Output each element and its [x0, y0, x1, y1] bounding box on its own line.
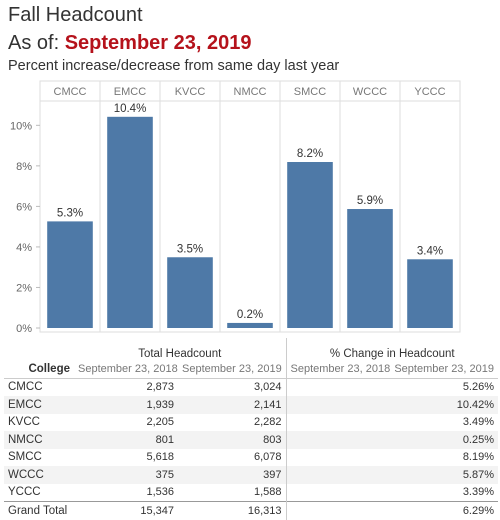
page-subtitle: Percent increase/decrease from same day …	[8, 58, 340, 74]
col-header-total-2018[interactable]: September 23, 2018	[74, 360, 178, 379]
category-header-smcc: SMCC	[294, 86, 326, 98]
data-label-kvcc: 3.5%	[177, 243, 203, 255]
y-tick-label: 10%	[10, 120, 32, 132]
as-of-label: As of:	[8, 32, 65, 54]
bar-emcc[interactable]	[107, 116, 153, 328]
pct-2019-cell: 0.25%	[390, 431, 499, 449]
bar-yccc[interactable]	[407, 259, 453, 328]
total-2018-cell: 801	[74, 431, 178, 449]
table-row: NMCC 801 803 0.25%	[4, 431, 499, 449]
table-row: SMCC 5,618 6,078 8.19%	[4, 448, 498, 467]
total-2018-cell: 375	[74, 466, 178, 484]
pct-2018-cell	[286, 414, 390, 432]
college-cell: EMCC	[4, 396, 74, 414]
table-row: CMCC 2,873 3,024 5.26%	[4, 378, 498, 396]
y-tick-label: 4%	[16, 242, 32, 254]
pct-2018-cell	[286, 396, 390, 414]
category-header-nmcc: NMCC	[234, 86, 267, 98]
total-2019: 16,313	[178, 501, 287, 520]
bar-kvcc[interactable]	[167, 257, 213, 328]
college-cell: YCCC	[8, 486, 41, 499]
total-pct-2018	[286, 501, 390, 520]
as-of-line: As of: September 23, 2019	[8, 32, 251, 55]
table-row: EMCC 1,939 2,141 10.42%	[4, 396, 499, 414]
college-cell: KVCC	[8, 416, 40, 429]
total-2018-cell: 1,939	[74, 396, 178, 414]
col-header-pct-2019[interactable]: September 23, 2019	[390, 360, 499, 379]
total-2019-cell: 803	[178, 431, 287, 449]
category-header-wccc: WCCC	[353, 86, 387, 98]
total-2019-cell: 1,588	[178, 483, 287, 502]
pct-2018-cell	[286, 431, 390, 449]
college-cell: CMCC	[8, 381, 43, 394]
college-cell: SMCC	[8, 451, 42, 464]
data-label-smcc: 8.2%	[297, 148, 323, 160]
total-2018-cell: 2,205	[146, 416, 174, 429]
bar-cmcc[interactable]	[47, 221, 93, 328]
total-pct-2019: 6.29%	[390, 501, 499, 520]
total-2019-cell: 2,141	[178, 396, 287, 414]
y-tick-label: 8%	[16, 161, 32, 173]
y-tick-label: 2%	[16, 282, 32, 294]
pct-2019-cell: 8.19%	[462, 451, 495, 464]
table-column-header: College September 23, 2018 September 23,…	[4, 360, 499, 379]
pct-2018-cell	[286, 484, 390, 502]
pct-2018-cell	[286, 378, 390, 396]
data-labels: 5.3% 10.4% 3.5% 0.2% 8.2% 5.9% 3.4%	[57, 103, 443, 321]
table-row: KVCC 2,205 2,282 3.49%	[4, 413, 498, 432]
college-cell: NMCC	[4, 431, 74, 449]
pct-2019-cell: 3.49%	[462, 416, 495, 429]
pct-2019-cell: 10.42%	[390, 396, 499, 414]
data-label-yccc: 3.4%	[417, 245, 443, 257]
pct-2018-cell	[286, 466, 390, 484]
data-label-emcc: 10.4%	[114, 103, 147, 115]
as-of-date: September 23, 2019	[64, 32, 252, 54]
chart-frame	[39, 80, 461, 333]
pct-2018-cell	[286, 449, 390, 467]
college-cell: WCCC	[4, 466, 74, 484]
y-tick-label: 6%	[16, 201, 32, 213]
category-header-yccc: YCCC	[414, 86, 445, 98]
page-title: Fall Headcount	[8, 4, 143, 26]
table-group-header: Total Headcount % Change in Headcount	[4, 338, 498, 360]
table-row: YCCC 1,536 1,588 3.39%	[4, 483, 498, 502]
table-row: WCCC 375 397 5.87%	[4, 466, 499, 484]
data-label-cmcc: 5.3%	[57, 207, 83, 219]
college-header[interactable]: College	[4, 360, 74, 379]
total-2018-cell: 5,618	[146, 451, 174, 464]
category-headers: CMCC EMCC KVCC NMCC SMCC WCCC YCCC	[54, 86, 446, 98]
data-label-wccc: 5.9%	[357, 195, 383, 207]
total-2018-cell: 2,873	[146, 381, 174, 394]
y-tick-label: 0%	[16, 323, 32, 335]
category-header-emcc: EMCC	[114, 86, 146, 98]
col-header-pct-2018[interactable]: September 23, 2018	[286, 360, 390, 379]
headcount-change-bar-chart: 0% 2% 4% 6% 8% 10% CMCC EMCC KVCC NMCC SMCC WCCC YC…	[10, 80, 461, 335]
grand-total-row: Grand Total 15,347 16,313 6.29%	[4, 501, 499, 520]
y-axis: 0% 2% 4% 6% 8% 10%	[10, 120, 40, 335]
total-2019-cell: 2,282	[178, 413, 287, 431]
total-2019-cell: 397	[178, 466, 287, 484]
data-label-nmcc: 0.2%	[237, 309, 263, 321]
headcount-table: Total Headcount % Change in Headcount Co…	[4, 338, 499, 520]
pct-2019-cell: 5.26%	[462, 381, 495, 394]
plot-border	[39, 80, 461, 333]
total-2018: 15,347	[74, 501, 178, 520]
category-header-kvcc: KVCC	[175, 86, 206, 98]
pct-2019-cell: 3.39%	[462, 486, 495, 499]
bar-series	[47, 116, 453, 328]
category-header-cmcc: CMCC	[54, 86, 87, 98]
total-2018-cell: 1,536	[146, 486, 174, 499]
bar-smcc[interactable]	[287, 162, 333, 328]
bar-wccc[interactable]	[347, 209, 393, 328]
bar-nmcc[interactable]	[227, 322, 273, 328]
total-2019-cell: 3,024	[178, 378, 287, 396]
pct-change-header: % Change in Headcount	[329, 348, 455, 360]
total-headcount-header: Total Headcount	[74, 338, 287, 360]
col-header-total-2019[interactable]: September 23, 2019	[178, 360, 287, 379]
total-2019-cell: 6,078	[178, 448, 287, 466]
total-label: Grand Total	[4, 501, 74, 520]
pct-2019-cell: 5.87%	[390, 466, 499, 484]
